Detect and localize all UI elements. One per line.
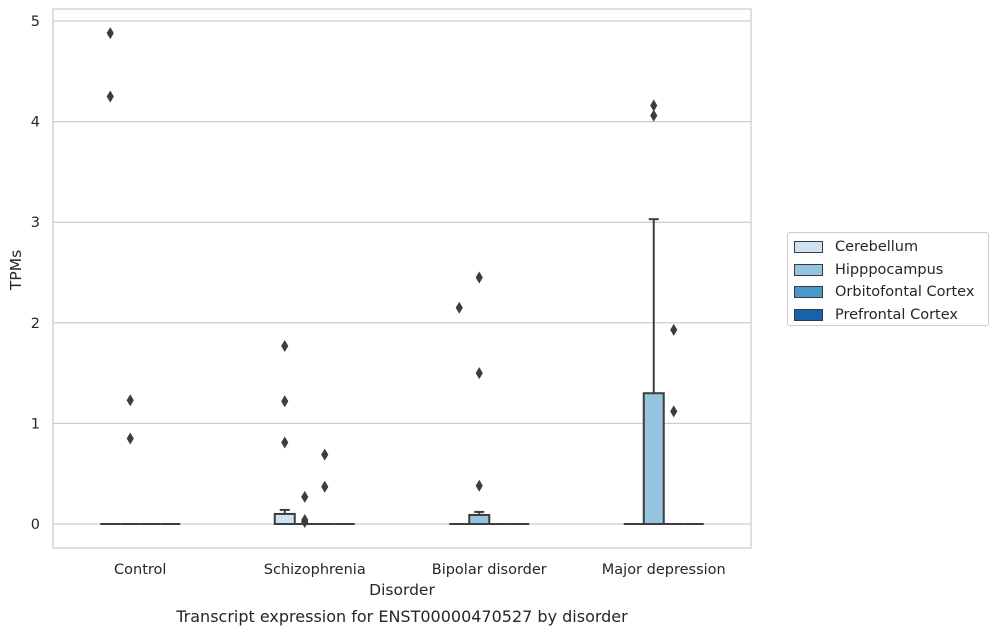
outlier-marker [321,480,329,493]
box-body [273,512,296,526]
outlier-marker [670,323,678,336]
box-orbitofontal-cortex [314,448,335,525]
legend-item: Prefrontal Cortex [794,304,982,327]
legend: Cerebellum Hipppocampus Orbitofontal Corte… [787,232,989,326]
box-hipppocampus [294,490,315,528]
box-body [468,513,491,525]
outlier-marker [475,479,483,492]
outlier-marker [301,490,309,503]
legend-swatch [794,263,823,276]
x-axis-ticks: Control Schizophrenia Bipolar disorder Majo… [114,562,726,578]
x-tick-label: Bipolar disorder [432,562,547,578]
outlier-marker [670,405,678,418]
outlier-marker [126,432,134,445]
outlier-marker [106,90,114,103]
outlier-marker [281,436,289,449]
boxes [100,27,704,528]
y-axis-label: TPMs [7,250,25,291]
outlier-marker [321,448,329,461]
legend-item: Hipppocampus [794,259,982,282]
x-tick-label: Schizophrenia [264,562,366,578]
x-tick-label: Control [114,562,166,578]
legend-label: Hipppocampus [835,261,944,278]
box-cerebellum [449,301,470,525]
chart-caption: Transcript expression for ENST0000047052… [175,607,628,626]
legend-swatch [794,286,823,299]
box-body [642,392,665,525]
y-tick-label: 3 [31,215,40,231]
box-hipppocampus [642,99,665,525]
y-tick-label: 4 [31,115,40,131]
legend-item: Orbitofontal Cortex [794,281,982,304]
box-cerebellum [100,27,121,525]
y-axis-ticks: 0 1 2 3 4 5 [31,14,40,533]
x-tick-label: Major depression [602,562,726,578]
outlier-marker [455,301,463,314]
outlier-marker [475,271,483,284]
outlier-marker [475,367,483,380]
y-tick-label: 2 [31,316,40,332]
y-tick-label: 5 [31,14,40,30]
plot-area-frame [52,8,752,549]
box-orbitofontal-cortex [663,323,684,525]
legend-item: Cerebellum [794,236,982,259]
outlier-marker [106,27,114,40]
legend-swatch [794,308,823,321]
outlier-marker [281,395,289,408]
legend-label: Prefrontal Cortex [835,306,958,323]
x-axis-label: Disorder [369,581,435,599]
outlier-marker [301,515,309,528]
outlier-marker [650,109,658,122]
outlier-marker [281,339,289,352]
outlier-marker [650,99,658,112]
y-tick-label: 0 [31,517,40,533]
legend-swatch [794,241,823,254]
outlier-marker [126,394,134,407]
box-hipppocampus [120,394,141,525]
box-cerebellum [273,339,296,526]
y-tick-label: 1 [31,416,40,432]
legend-label: Cerebellum [835,239,919,256]
legend-label: Orbitofontal Cortex [835,284,975,301]
box-hipppocampus [468,271,491,525]
